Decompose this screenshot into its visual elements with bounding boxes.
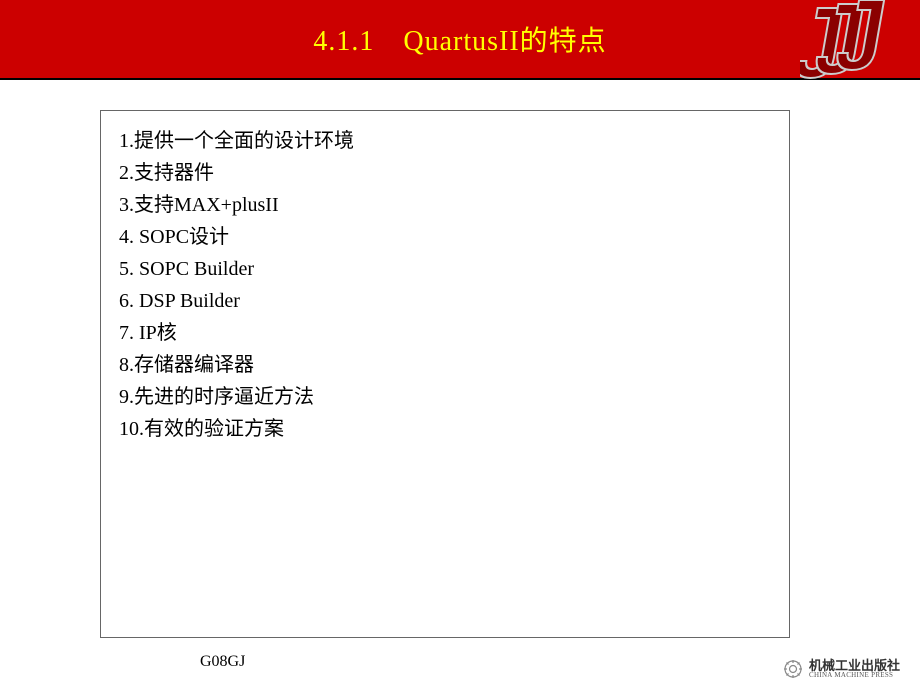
list-item: 6. DSP Builder — [119, 285, 771, 317]
content-box: 1.提供一个全面的设计环境 2.支持器件 3.支持MAX+plusII 4. S… — [100, 110, 790, 638]
publisher-text: 机械工业出版社 CHINA MACHINE PRESS — [809, 659, 900, 679]
gear-icon — [783, 659, 803, 679]
slide-header: 4.1.1 QuartusII的特点 — [0, 0, 920, 80]
list-item: 5. SOPC Builder — [119, 253, 771, 285]
slide-title: 4.1.1 QuartusII的特点 — [313, 19, 606, 59]
list-item: 2.支持器件 — [119, 157, 771, 189]
list-item: 4. SOPC设计 — [119, 221, 771, 253]
list-item: 8.存储器编译器 — [119, 349, 771, 381]
list-item: 7. IP核 — [119, 317, 771, 349]
publisher-name-en: CHINA MACHINE PRESS — [809, 672, 900, 679]
list-item: 1.提供一个全面的设计环境 — [119, 125, 771, 157]
footer-code: G08GJ — [200, 653, 245, 671]
list-item: 3.支持MAX+plusII — [119, 189, 771, 221]
list-item: 9.先进的时序逼近方法 — [119, 381, 771, 413]
list-item: 10.有效的验证方案 — [119, 413, 771, 445]
publisher-block: 机械工业出版社 CHINA MACHINE PRESS — [783, 659, 900, 679]
jjj-logo-icon — [800, 0, 910, 85]
